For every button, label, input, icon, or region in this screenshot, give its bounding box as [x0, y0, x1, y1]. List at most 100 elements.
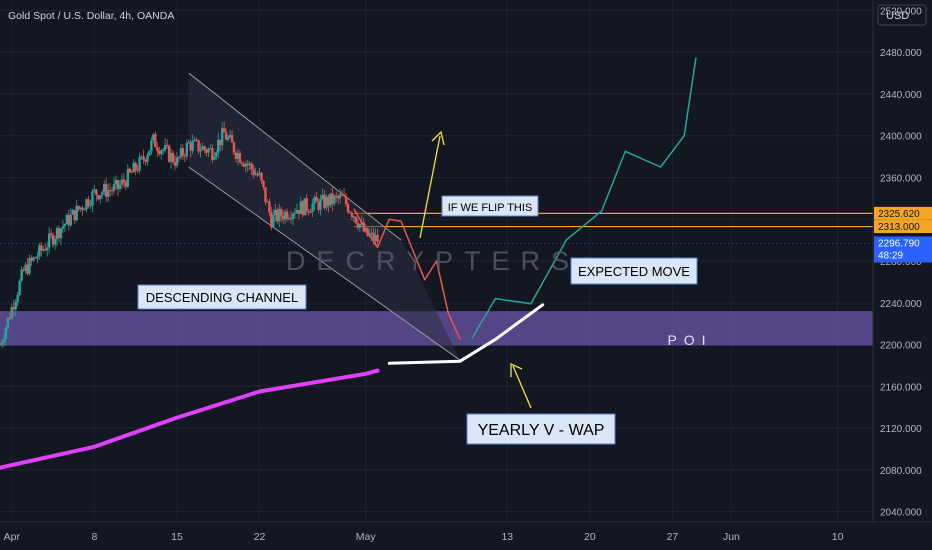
candle-body	[32, 257, 35, 261]
candle-body	[187, 142, 190, 144]
candle-body	[12, 306, 15, 310]
candle-body	[374, 235, 377, 241]
time-tick-label: May	[356, 531, 377, 543]
candle-body	[154, 134, 157, 148]
candle-body	[211, 148, 214, 160]
price-badge	[874, 206, 932, 220]
candle-body	[185, 142, 188, 157]
candle-body	[103, 184, 106, 193]
candle-body	[234, 152, 238, 159]
candle-body	[108, 190, 112, 192]
price-tick-label: 2440.000	[880, 90, 922, 101]
candle-body	[22, 269, 25, 271]
candle-body	[256, 173, 259, 176]
price-badge	[874, 236, 932, 263]
candle-body	[132, 162, 135, 173]
poi-label: POI	[667, 332, 712, 348]
candle-body	[331, 193, 334, 204]
candle-body	[40, 245, 43, 251]
candle-body	[197, 140, 200, 152]
candle-body	[238, 153, 242, 163]
candle-body	[244, 163, 247, 167]
candle-body	[305, 198, 308, 211]
time-tick-label: Apr	[4, 531, 21, 543]
candle-body	[44, 249, 47, 251]
candle-body	[219, 139, 222, 146]
candle-body	[272, 215, 275, 228]
candle-body	[252, 169, 255, 176]
candle-body	[101, 192, 104, 196]
time-tick-label: Jun	[723, 531, 740, 543]
candle-body	[128, 168, 131, 172]
candle-body	[150, 140, 153, 151]
candle-body	[213, 156, 216, 160]
candle-body	[71, 209, 74, 215]
candle-body	[250, 163, 253, 170]
candle-body	[289, 218, 293, 220]
candle-body	[287, 218, 291, 220]
candle-body	[110, 190, 114, 192]
candle-body	[183, 155, 187, 157]
candle-body	[201, 146, 204, 151]
candle-body	[323, 194, 326, 208]
candle-body	[158, 150, 161, 155]
candle-body	[270, 212, 273, 228]
time-tick-label: 20	[584, 531, 596, 543]
candle-body	[18, 280, 21, 295]
channel-lower-line	[188, 166, 461, 361]
candle-body	[274, 209, 277, 216]
candle-body	[95, 189, 98, 196]
candle-body	[63, 224, 67, 227]
candle-body	[228, 135, 232, 138]
candle-body	[193, 139, 196, 142]
price-badge-label: 2313.000	[878, 222, 920, 233]
price-tick-label: 2480.000	[880, 48, 922, 59]
arrow-vwap-icon	[510, 362, 532, 409]
price-tick-label: 2280.000	[880, 257, 922, 268]
candle-body	[342, 195, 346, 197]
candle-body	[177, 156, 181, 158]
candle-body	[99, 195, 102, 200]
time-tick-label: 27	[667, 531, 679, 543]
svg-text:USD: USD	[886, 10, 909, 22]
candle-body	[350, 213, 354, 217]
candle-body	[268, 201, 271, 213]
candle-body	[266, 201, 269, 203]
time-tick-label: 15	[171, 531, 183, 543]
candle-body	[303, 198, 306, 216]
candle-body	[315, 196, 318, 202]
candle-body	[327, 196, 330, 206]
time-axis[interactable]: Apr 8 15 22 May 13 20 27 Jun 10	[4, 531, 844, 543]
watermark: DECRYPTERS	[286, 246, 580, 276]
candle-body	[114, 180, 118, 184]
candle-body	[106, 190, 110, 197]
candle-body	[45, 247, 49, 251]
price-tick-label: 2240.000	[880, 299, 922, 310]
svg-text:EXPECTED MOVE: EXPECTED MOVE	[578, 264, 690, 279]
candle-body	[77, 205, 80, 210]
candle-body	[130, 171, 133, 173]
channel-upper-line	[188, 72, 402, 241]
candle-body	[79, 207, 82, 210]
time-tick-label: 8	[91, 531, 97, 543]
candle-body	[242, 163, 246, 167]
candle-body	[65, 214, 69, 225]
candle-body	[262, 180, 265, 188]
candle-body	[336, 196, 340, 199]
candle-body	[291, 213, 295, 219]
candle-body	[283, 211, 287, 220]
candle-body	[36, 256, 39, 259]
svg-text:IF WE FLIP THIS: IF WE FLIP THIS	[448, 202, 533, 214]
currency-button[interactable]: USD	[877, 4, 927, 26]
candle-body	[189, 142, 192, 151]
candle-body	[179, 148, 183, 158]
candle-body	[165, 144, 169, 146]
candle-body	[209, 148, 212, 150]
candle-body	[264, 187, 267, 202]
candle-body	[97, 195, 100, 200]
candle-body	[236, 153, 240, 159]
descending-channel-label: DESCENDING CHANNEL	[137, 284, 307, 310]
candle-body	[38, 245, 41, 257]
